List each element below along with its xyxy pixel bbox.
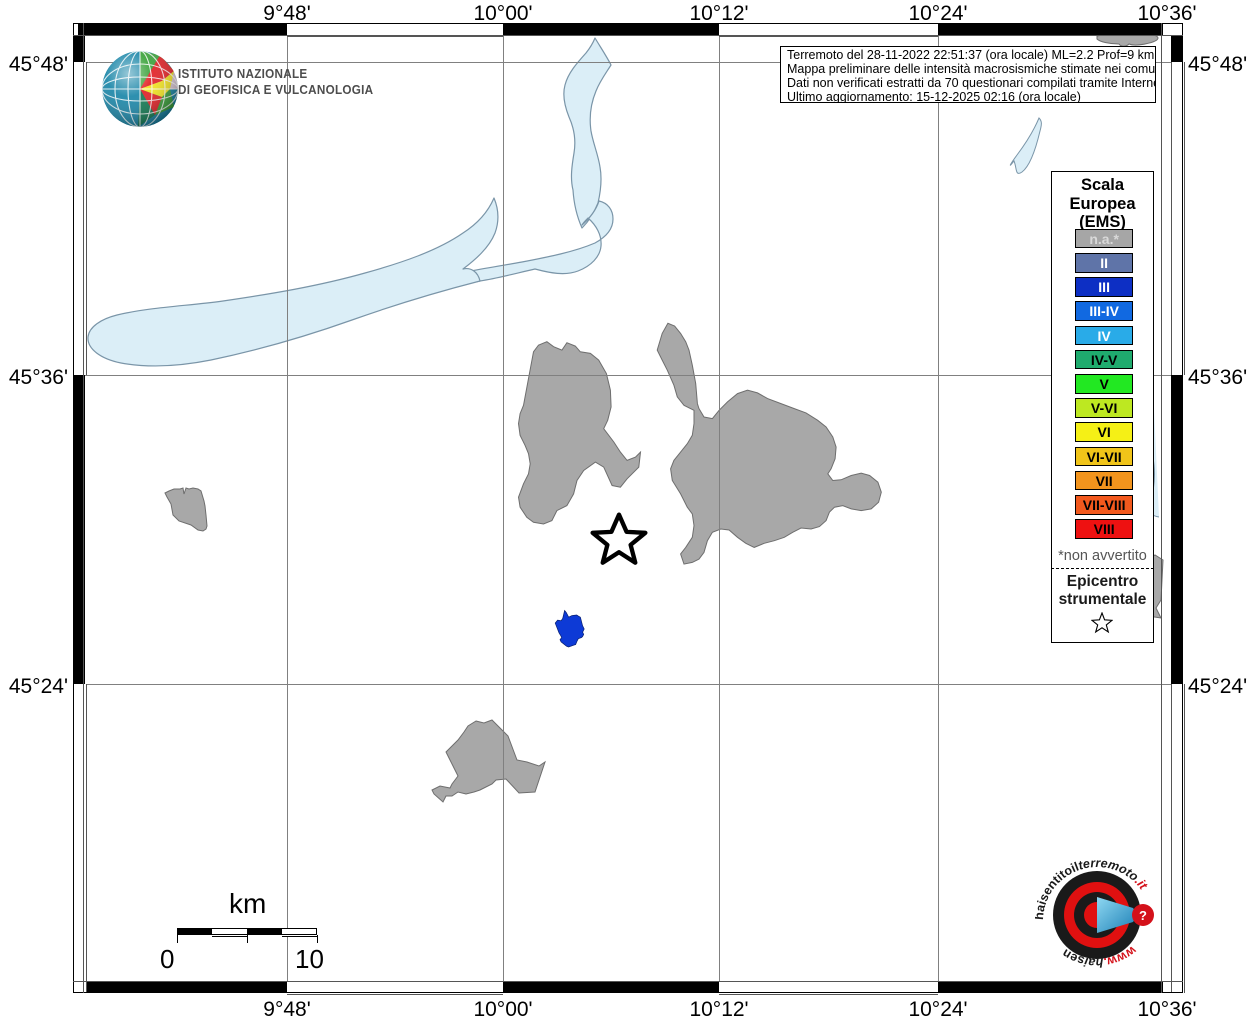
svg-text:?: ? bbox=[1139, 908, 1147, 923]
